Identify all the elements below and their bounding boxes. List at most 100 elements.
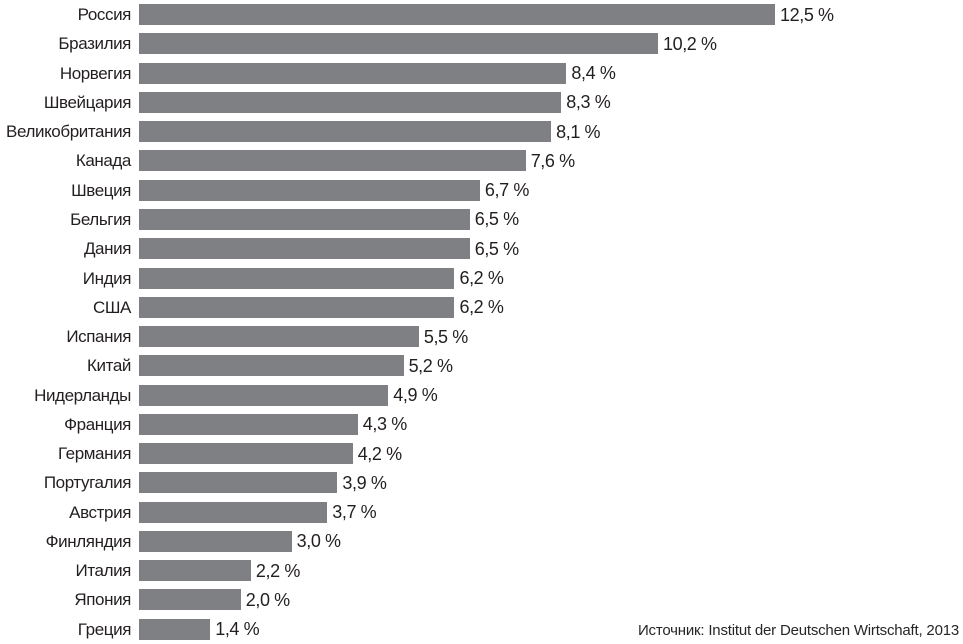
bar-track: 7,6 % (139, 146, 963, 175)
bar-track: 4,2 % (139, 439, 963, 468)
value-label: 8,3 % (566, 92, 611, 113)
value-label: 6,7 % (484, 180, 529, 201)
bar-row: Китай 5,2 % (0, 351, 963, 380)
bar (139, 179, 480, 201)
bar (139, 530, 292, 552)
value-label: 5,2 % (408, 355, 453, 376)
bar-track: 3,7 % (139, 498, 963, 527)
bar-row: Япония 2,0 % (0, 585, 963, 614)
value-label: 3,7 % (332, 502, 377, 523)
bar (139, 326, 419, 348)
bar (139, 560, 251, 582)
bar (139, 501, 328, 523)
value-label: 6,5 % (474, 209, 519, 230)
bar-track: 6,5 % (139, 234, 963, 263)
bar (139, 618, 211, 640)
bar-row: США 6,2 % (0, 293, 963, 322)
value-label: 2,2 % (255, 560, 300, 581)
value-label: 6,2 % (459, 268, 504, 289)
bar (139, 238, 470, 260)
bar-track: 6,5 % (139, 205, 963, 234)
bar (139, 91, 562, 113)
value-label: 6,5 % (474, 238, 519, 259)
category-label: Дания (83, 239, 131, 259)
bar-track: 6,2 % (139, 293, 963, 322)
value-label: 3,0 % (296, 531, 341, 552)
bar-row: Индия 6,2 % (0, 263, 963, 292)
value-label: 6,2 % (459, 297, 504, 318)
category-label: Нидерланды (34, 385, 131, 405)
bar (139, 208, 470, 230)
category-label: Швейцария (43, 92, 132, 112)
bar-track: 4,9 % (139, 380, 963, 409)
category-label: Италия (75, 561, 132, 581)
category-label: Австрия (69, 502, 131, 522)
bar (139, 150, 526, 172)
category-label: Финляндия (45, 531, 132, 551)
category-label: Бельгия (70, 209, 131, 229)
bar-row: Канада 7,6 % (0, 146, 963, 175)
bar-track: 4,3 % (139, 410, 963, 439)
bar-track: 6,7 % (139, 176, 963, 205)
value-label: 4,3 % (362, 414, 407, 435)
value-label: 1,4 % (215, 619, 260, 640)
category-label: Япония (74, 590, 131, 610)
bar-row: Россия 12,5 % (0, 0, 963, 29)
value-label: 2,0 % (245, 589, 290, 610)
bar-row: Дания 6,5 % (0, 234, 963, 263)
bar (139, 267, 455, 289)
category-label: Испания (66, 327, 131, 347)
bar-row: Италия 2,2 % (0, 556, 963, 585)
value-label: 3,9 % (342, 472, 387, 493)
bar-track: 2,2 % (139, 556, 963, 585)
bar-track: 10,2 % (139, 29, 963, 58)
category-label: Греция (77, 619, 132, 639)
bar-row: Швеция 6,7 % (0, 176, 963, 205)
bar-row: Португалия 3,9 % (0, 468, 963, 497)
category-label: США (93, 297, 131, 317)
bar-track: 8,3 % (139, 88, 963, 117)
value-label: 4,9 % (393, 385, 438, 406)
bar (139, 296, 455, 318)
bar-row: Франция 4,3 % (0, 410, 963, 439)
value-label: 5,5 % (423, 326, 468, 347)
bar (139, 589, 241, 611)
bar-track: 5,5 % (139, 322, 963, 351)
category-label: Индия (82, 268, 132, 288)
category-label: Россия (77, 5, 132, 25)
bar (139, 4, 775, 26)
category-label: Китай (87, 356, 131, 376)
bar-track: 2,0 % (139, 585, 963, 614)
value-label: 10,2 % (662, 33, 717, 54)
bar (139, 384, 389, 406)
bar-row: Испания 5,5 % (0, 322, 963, 351)
bar-track: 5,2 % (139, 351, 963, 380)
category-label: Швеция (71, 180, 131, 200)
value-label: 8,1 % (556, 121, 601, 142)
bar-row: Бразилия 10,2 % (0, 29, 963, 58)
category-label: Франция (64, 414, 131, 434)
bar (139, 472, 338, 494)
category-label: Германия (57, 444, 131, 464)
category-label: Бразилия (58, 34, 131, 54)
value-label: 7,6 % (530, 150, 575, 171)
value-label: 12,5 % (780, 4, 834, 25)
bar (139, 121, 552, 143)
bar-row: Великобритания 8,1 % (0, 117, 963, 146)
source-note: Источник: Institut der Deutschen Wirtsch… (637, 622, 959, 639)
bar (139, 355, 404, 377)
bar-row: Бельгия 6,5 % (0, 205, 963, 234)
bar-row: Нидерланды 4,9 % (0, 380, 963, 409)
bar-row: Швейцария 8,3 % (0, 88, 963, 117)
category-label: Португалия (43, 473, 132, 493)
bar-row: Норвегия 8,4 % (0, 59, 963, 88)
bar (139, 62, 567, 84)
category-label: Канада (75, 151, 132, 171)
bar (139, 33, 658, 55)
bar-row: Германия 4,2 % (0, 439, 963, 468)
bar-track: 8,1 % (139, 117, 963, 146)
bar-track: 12,5 % (139, 0, 963, 29)
bar-track: 6,2 % (139, 263, 963, 292)
bar-track: 8,4 % (139, 59, 963, 88)
